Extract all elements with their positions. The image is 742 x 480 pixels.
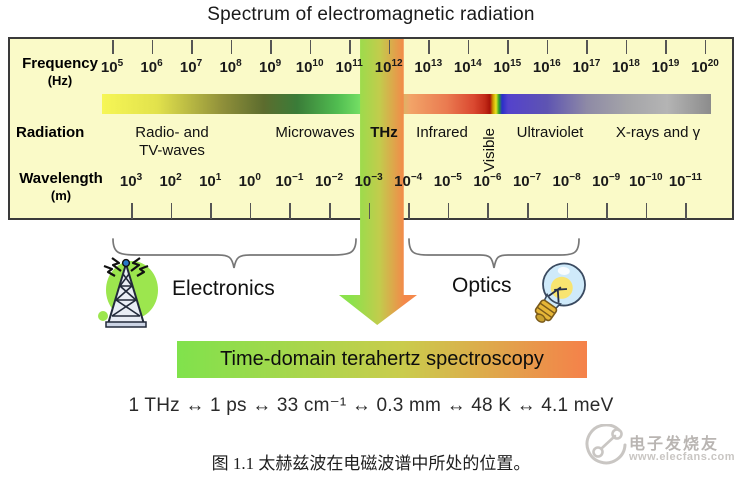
wavelength-tick: [329, 203, 331, 219]
frequency-tick: [625, 40, 628, 54]
wavelength-tick: [210, 203, 212, 219]
wavelength-tick: [368, 203, 371, 219]
frequency-value: 1019: [651, 58, 680, 77]
frequency-axis-unit: (Hz): [47, 73, 73, 88]
frequency-value: 1011: [335, 58, 363, 77]
watermark: 电子发烧友 www.elecfans.com: [585, 420, 740, 478]
wavelength-axis-label: Wavelength (m): [12, 170, 110, 204]
frequency-value: 107: [179, 58, 203, 77]
frequency-tick: [665, 40, 667, 54]
frequency-tick: [546, 40, 549, 54]
wavelength-value: 10−6: [473, 172, 502, 191]
frequency-tick: [112, 40, 114, 54]
frequency-value: 1012: [374, 58, 403, 77]
watermark-brand: 电子发烧友: [629, 436, 720, 453]
frequency-tick: [309, 40, 312, 54]
wavelength-value: 10−3: [354, 172, 383, 191]
frequency-tick: [151, 40, 154, 54]
optics-label: Optics: [452, 274, 512, 297]
wavelength-tick: [249, 203, 252, 219]
watermark-url: www.elecfans.com: [629, 451, 736, 463]
frequency-value: 1017: [572, 58, 601, 77]
wavelength-tick: [170, 203, 173, 219]
frequency-tick: [467, 40, 470, 54]
electronics-label: Electronics: [172, 277, 275, 300]
band-label-ultraviolet: Ultraviolet: [516, 124, 584, 141]
wavelength-value: 101: [199, 172, 222, 191]
wavelength-value: 10−9: [592, 172, 621, 191]
wavelength-tick: [527, 203, 529, 219]
wavelength-axis-title: Wavelength: [19, 170, 103, 187]
wavelength-tick: [645, 203, 648, 219]
frequency-value: 1013: [414, 58, 443, 77]
thz-spectroscopy-banner: Time-domain terahertz spectroscopy: [177, 341, 587, 378]
frequency-axis-title: Frequency: [22, 55, 98, 72]
band-label-visible: Visible: [481, 128, 498, 172]
frequency-tick: [704, 40, 707, 54]
frequency-value: 1020: [691, 58, 719, 77]
figure-caption: 图 1.1 太赫兹波在电磁波谱中所处的位置。: [211, 454, 531, 473]
frequency-value: 1010: [295, 58, 324, 77]
frequency-axis-label: Frequency (Hz): [14, 55, 106, 89]
frequency-value: 106: [140, 58, 163, 77]
band-label-infrared: Infrared: [416, 124, 468, 141]
radiation-row-label: Radiation: [16, 124, 85, 141]
frequency-tick: [428, 40, 430, 54]
band-label-x-rays-and: X-rays and γ: [615, 124, 701, 141]
wavelength-value: 100: [238, 172, 261, 191]
electronics-brace: [112, 238, 357, 269]
frequency-tick: [270, 40, 272, 54]
wavelength-tick: [289, 203, 291, 219]
wavelength-value: 102: [159, 172, 182, 191]
wavelength-tick: [447, 203, 450, 219]
wavelength-axis-unit: (m): [50, 188, 72, 203]
frequency-tick: [349, 40, 351, 54]
band-label-microwaves: Microwaves: [275, 124, 355, 141]
wavelength-value: 10−4: [394, 172, 423, 191]
wavelength-value: 10−10: [628, 172, 663, 191]
figure-title: Spectrum of electromagnetic radiation: [207, 4, 535, 25]
wavelength-tick: [131, 203, 133, 219]
wavelength-tick: [408, 203, 410, 219]
wavelength-value: 10−7: [512, 172, 542, 191]
elecfans-logo-icon: [585, 424, 627, 465]
thz-equivalence-line: 1 THz ↔ 1 ps ↔ 33 cm⁻¹ ↔ 0.3 mm ↔ 48 K ↔…: [128, 395, 614, 416]
wavelength-tick: [606, 203, 608, 219]
wavelength-value: 10−11: [668, 172, 702, 191]
light-bulb-icon: [534, 262, 586, 323]
frequency-tick: [191, 40, 193, 54]
wavelength-value: 10−2: [314, 172, 344, 191]
band-label-thz: THz: [370, 124, 398, 141]
frequency-tick: [388, 40, 391, 54]
frequency-value: 1018: [611, 58, 640, 77]
wavelength-value: 10−1: [275, 172, 304, 191]
wavelength-value: 103: [119, 172, 143, 191]
band-label-radio-and-tv-waves: Radio- and TV-waves: [135, 124, 209, 159]
frequency-value: 1015: [493, 58, 522, 77]
wavelength-tick: [487, 203, 489, 219]
spectrum-gradient-bar: [102, 94, 711, 114]
wavelength-value: 10−5: [433, 172, 462, 191]
wavelength-tick: [566, 203, 569, 219]
frequency-value: 109: [258, 58, 282, 77]
optics-brace: [408, 238, 580, 269]
frequency-tick: [230, 40, 233, 54]
wavelength-value: 10−8: [552, 172, 581, 191]
frequency-value: 1014: [453, 58, 482, 77]
radio-tower-icon: [98, 257, 158, 328]
frequency-tick: [586, 40, 588, 54]
frequency-value: 108: [219, 58, 242, 77]
frequency-tick: [507, 40, 509, 54]
wavelength-tick: [685, 203, 687, 219]
frequency-value: 1016: [532, 58, 561, 77]
frequency-value: 105: [100, 58, 124, 77]
